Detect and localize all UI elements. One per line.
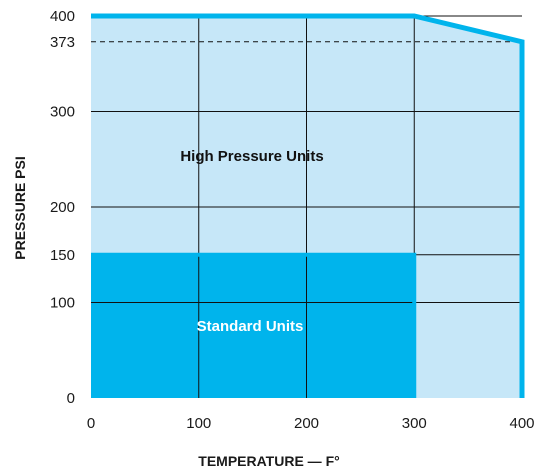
y-tick-label: 0 <box>67 390 75 407</box>
standard-units-label: Standard Units <box>197 318 304 335</box>
high-pressure-units-label: High Pressure Units <box>180 148 323 165</box>
y-tick-label: 200 <box>50 199 75 216</box>
standard-units-region <box>91 254 415 398</box>
x-tick-label: 100 <box>186 415 211 432</box>
x-tick-label: 400 <box>509 415 534 432</box>
x-tick-label: 200 <box>294 415 319 432</box>
y-tick-label: 150 <box>50 247 75 264</box>
high-pressure-boundary <box>91 13 525 398</box>
x-tick-label: 300 <box>402 415 427 432</box>
boundaries <box>91 13 525 398</box>
y-tick-label: 400 <box>50 8 75 25</box>
standard-units-boundary <box>91 252 417 398</box>
y-tick-label: 300 <box>50 104 75 121</box>
y-tick-label: 100 <box>50 295 75 312</box>
x-axis-title: TEMPERATURE — F° <box>198 453 339 468</box>
x-tick-label: 0 <box>87 415 95 432</box>
y-axis-title: PRESSURE PSI <box>12 156 28 259</box>
y-axis-ticks: 0 100 150 200 300 373 400 <box>50 8 75 407</box>
x-axis-ticks: 0 100 200 300 400 <box>87 415 535 432</box>
y-tick-label: 373 <box>50 34 75 51</box>
